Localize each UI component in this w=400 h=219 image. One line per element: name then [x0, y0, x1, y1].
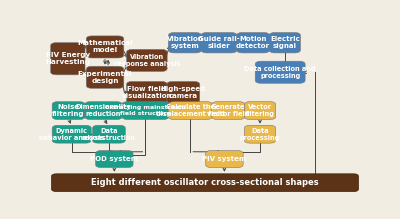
FancyBboxPatch shape [122, 102, 169, 120]
FancyBboxPatch shape [86, 66, 124, 88]
Text: Flow field
visualization: Flow field visualization [122, 86, 172, 99]
Text: Data collection and
processing: Data collection and processing [244, 66, 316, 79]
FancyBboxPatch shape [92, 125, 125, 143]
FancyBboxPatch shape [212, 102, 245, 120]
Text: Mathematical
model: Mathematical model [77, 41, 133, 53]
Text: Dimensionality
reduction: Dimensionality reduction [76, 104, 131, 117]
FancyBboxPatch shape [201, 32, 237, 53]
Text: Eight different oscillator cross-sectional shapes: Eight different oscillator cross-section… [91, 178, 319, 187]
Text: PIV system: PIV system [202, 156, 246, 162]
FancyBboxPatch shape [244, 102, 276, 120]
Text: Data
reconstruction: Data reconstruction [82, 128, 136, 141]
Text: Dynamic
behavior analysis: Dynamic behavior analysis [39, 128, 104, 141]
Text: Calculate the
displacement field: Calculate the displacement field [156, 104, 224, 117]
FancyBboxPatch shape [269, 32, 300, 53]
Text: High-speed
camera: High-speed camera [161, 86, 206, 99]
FancyBboxPatch shape [52, 102, 85, 120]
FancyBboxPatch shape [86, 36, 124, 58]
Text: Motion
detector: Motion detector [236, 36, 270, 49]
FancyBboxPatch shape [51, 43, 85, 75]
Text: Experimental
design: Experimental design [78, 71, 132, 84]
FancyBboxPatch shape [96, 150, 133, 168]
Text: Generate
vector field: Generate vector field [207, 104, 250, 117]
FancyBboxPatch shape [52, 125, 91, 143]
Text: Electric
signal: Electric signal [270, 36, 300, 49]
FancyBboxPatch shape [255, 61, 305, 83]
FancyBboxPatch shape [126, 81, 167, 104]
Text: POD system: POD system [90, 156, 138, 162]
FancyBboxPatch shape [126, 49, 167, 71]
Text: Guide rail-
slider: Guide rail- slider [198, 36, 240, 49]
FancyBboxPatch shape [168, 32, 201, 53]
FancyBboxPatch shape [85, 102, 122, 120]
Text: Extracting mainstream
field structure: Extracting mainstream field structure [105, 105, 186, 116]
FancyBboxPatch shape [52, 174, 358, 192]
FancyBboxPatch shape [206, 150, 243, 168]
Text: Vibration
system: Vibration system [166, 36, 203, 49]
FancyBboxPatch shape [244, 125, 276, 143]
Text: Noise
filtering: Noise filtering [52, 104, 85, 117]
Text: FIV Energy
Harvesting: FIV Energy Harvesting [45, 52, 90, 65]
Text: Vibration
response analysis: Vibration response analysis [114, 54, 180, 67]
Text: Vector
filtering: Vector filtering [245, 104, 275, 117]
FancyBboxPatch shape [167, 81, 200, 104]
Text: Data
processing: Data processing [240, 128, 280, 141]
FancyBboxPatch shape [168, 102, 212, 120]
FancyBboxPatch shape [237, 32, 270, 53]
